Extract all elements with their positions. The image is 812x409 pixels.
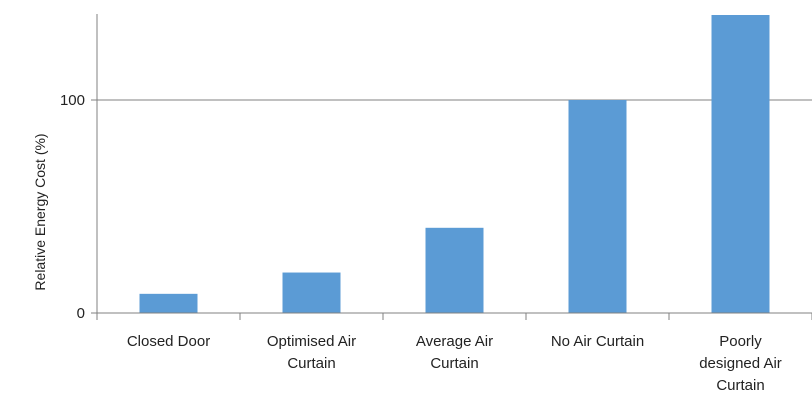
category-label-line: Curtain (430, 355, 478, 372)
category-label-line: No Air Curtain (551, 333, 644, 350)
category-label-line: Poorly (719, 333, 762, 350)
category-label-line: designed Air (699, 355, 782, 372)
bar-3 (568, 100, 627, 313)
category-label-line: Closed Door (127, 333, 210, 350)
category-label-0: Closed Door (127, 333, 210, 350)
category-label-line: Optimised Air (267, 333, 356, 350)
category-label-3: No Air Curtain (551, 333, 644, 350)
y-tick-label-100: 100 (60, 92, 85, 109)
bars (139, 15, 770, 313)
axes (91, 14, 812, 320)
category-label-line: Average Air (416, 333, 493, 350)
y-tick-label-0: 0 (77, 305, 85, 322)
category-label-line: Curtain (287, 355, 335, 372)
bar-2 (425, 227, 484, 313)
category-label-1: Optimised Air Curtain (267, 333, 356, 372)
bar-0 (139, 293, 198, 313)
category-label-2: Average Air Curtain (416, 333, 493, 372)
bar-4 (711, 15, 770, 313)
y-tick-labels: 0 100 (60, 92, 85, 322)
y-axis-title: Relative Energy Cost (%) (32, 133, 48, 290)
bar-1 (282, 272, 341, 313)
category-label-4: Poorly designed Air Curtain (699, 333, 782, 394)
category-label-line: Curtain (716, 377, 764, 394)
